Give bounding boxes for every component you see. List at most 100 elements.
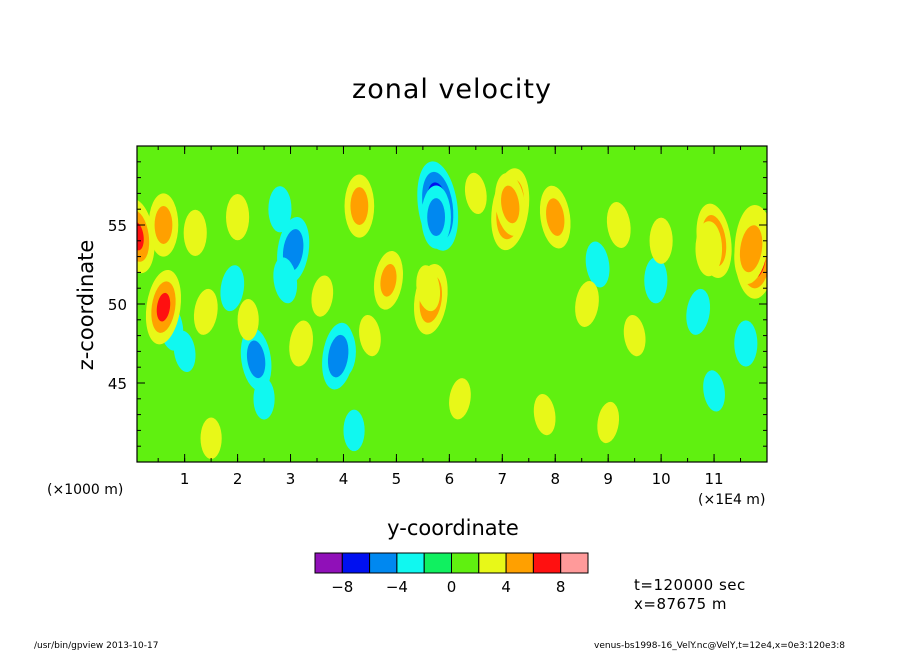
field-feature	[416, 265, 441, 312]
field-contour	[200, 417, 222, 460]
x-tick-label: 8	[550, 470, 560, 488]
field-feature	[322, 322, 355, 390]
field-contour	[464, 172, 487, 215]
x-tick-label: 1	[180, 470, 190, 488]
y-tick-label: 50	[108, 296, 127, 314]
field-contour	[585, 241, 610, 288]
field-feature	[585, 241, 610, 288]
field-contour	[154, 206, 173, 244]
field-contour	[380, 263, 397, 297]
field-contour	[501, 185, 520, 224]
field-contour	[183, 209, 207, 257]
field-feature	[421, 185, 451, 249]
footer-source: venus-bs1998-16_VelY.nc@VelY,t=12e4,x=0e…	[594, 641, 845, 651]
x-axis-unit-note: (×1000 m)	[47, 482, 124, 498]
field-contour	[533, 393, 556, 436]
x-tick-label: 7	[498, 470, 508, 488]
chart-title: zonal velocity	[352, 74, 552, 105]
field-contour	[273, 257, 298, 304]
field-feature	[623, 314, 646, 357]
field-feature	[644, 257, 668, 304]
field-feature	[373, 250, 403, 310]
field-contour	[289, 320, 314, 367]
field-contour	[649, 217, 673, 264]
colorbar-tick-label: 8	[556, 578, 566, 596]
field-feature	[200, 417, 222, 460]
field-contour	[597, 401, 620, 444]
field-contour	[703, 370, 725, 412]
field-feature	[539, 185, 571, 249]
colorbar-tick-label: 0	[447, 578, 457, 596]
colorbar-tick-label: 4	[501, 578, 511, 596]
x-tick-label: 11	[705, 470, 724, 488]
field-contour	[546, 198, 565, 236]
field-feature	[220, 265, 245, 312]
field-contour	[156, 292, 171, 322]
colorbar-swatch	[505, 552, 534, 574]
field-contour	[193, 288, 218, 335]
y-axis-label: z-coordinate	[74, 239, 98, 371]
field-feature	[311, 275, 334, 317]
field-feature	[449, 378, 471, 420]
x-tick-label: 6	[445, 470, 455, 488]
field-contour	[623, 314, 646, 357]
field-feature	[686, 288, 711, 335]
field-contour	[327, 334, 349, 378]
x-tick-label: 9	[603, 470, 613, 488]
field-feature	[193, 288, 218, 335]
field-feature	[359, 314, 381, 357]
field-feature	[344, 174, 375, 238]
x-position-info: x=87675 m	[634, 595, 728, 613]
x-tick-label: 4	[339, 470, 349, 488]
field-contour	[311, 275, 334, 317]
field-feature	[597, 401, 620, 444]
field-contour	[449, 378, 471, 420]
colorbar-tick-label: −4	[386, 578, 408, 596]
field-feature	[695, 221, 723, 277]
field-feature	[464, 172, 487, 215]
field-feature	[289, 320, 314, 367]
field-feature	[268, 186, 292, 233]
colorbar-swatch	[532, 552, 562, 574]
field-contour	[359, 314, 381, 357]
field-feature	[734, 320, 758, 367]
field-feature	[734, 213, 767, 284]
field-contour	[686, 288, 711, 335]
field-feature	[494, 173, 526, 236]
field-feature	[145, 269, 182, 345]
field-contour	[237, 299, 259, 341]
field-contour	[350, 187, 369, 225]
field-feature	[183, 209, 207, 257]
colorbar-swatch	[396, 552, 425, 574]
x-tick-label: 10	[652, 470, 671, 488]
field-contour	[253, 378, 275, 420]
x-tick-label: 3	[286, 470, 296, 488]
field-contour	[606, 202, 631, 248]
field-feature	[226, 193, 250, 241]
x-tick-label: 2	[233, 470, 243, 488]
colorbar-swatch	[478, 552, 507, 574]
field-feature	[240, 327, 272, 391]
field-contour	[343, 409, 365, 452]
field-feature	[237, 299, 259, 341]
field-feature	[343, 409, 365, 452]
field-contour	[739, 225, 763, 273]
time-info: t=120000 sec	[634, 576, 746, 594]
field-contour	[734, 320, 758, 367]
field-feature	[273, 257, 298, 304]
field-feature	[173, 330, 196, 373]
field-contour	[644, 257, 668, 304]
field-contour	[695, 221, 723, 277]
field-feature	[253, 378, 275, 420]
colorbar-swatch	[423, 552, 453, 574]
field-feature	[533, 393, 556, 436]
field-feature	[606, 202, 631, 248]
y-tick-label: 45	[108, 375, 127, 393]
colorbar-swatch	[341, 552, 371, 574]
x-axis-label: y-coordinate	[387, 516, 519, 540]
x-axis-multiplier: (×1E4 m)	[698, 492, 766, 508]
field-contour	[226, 193, 250, 241]
colorbar: −8 −4 0 4 8	[314, 552, 589, 596]
